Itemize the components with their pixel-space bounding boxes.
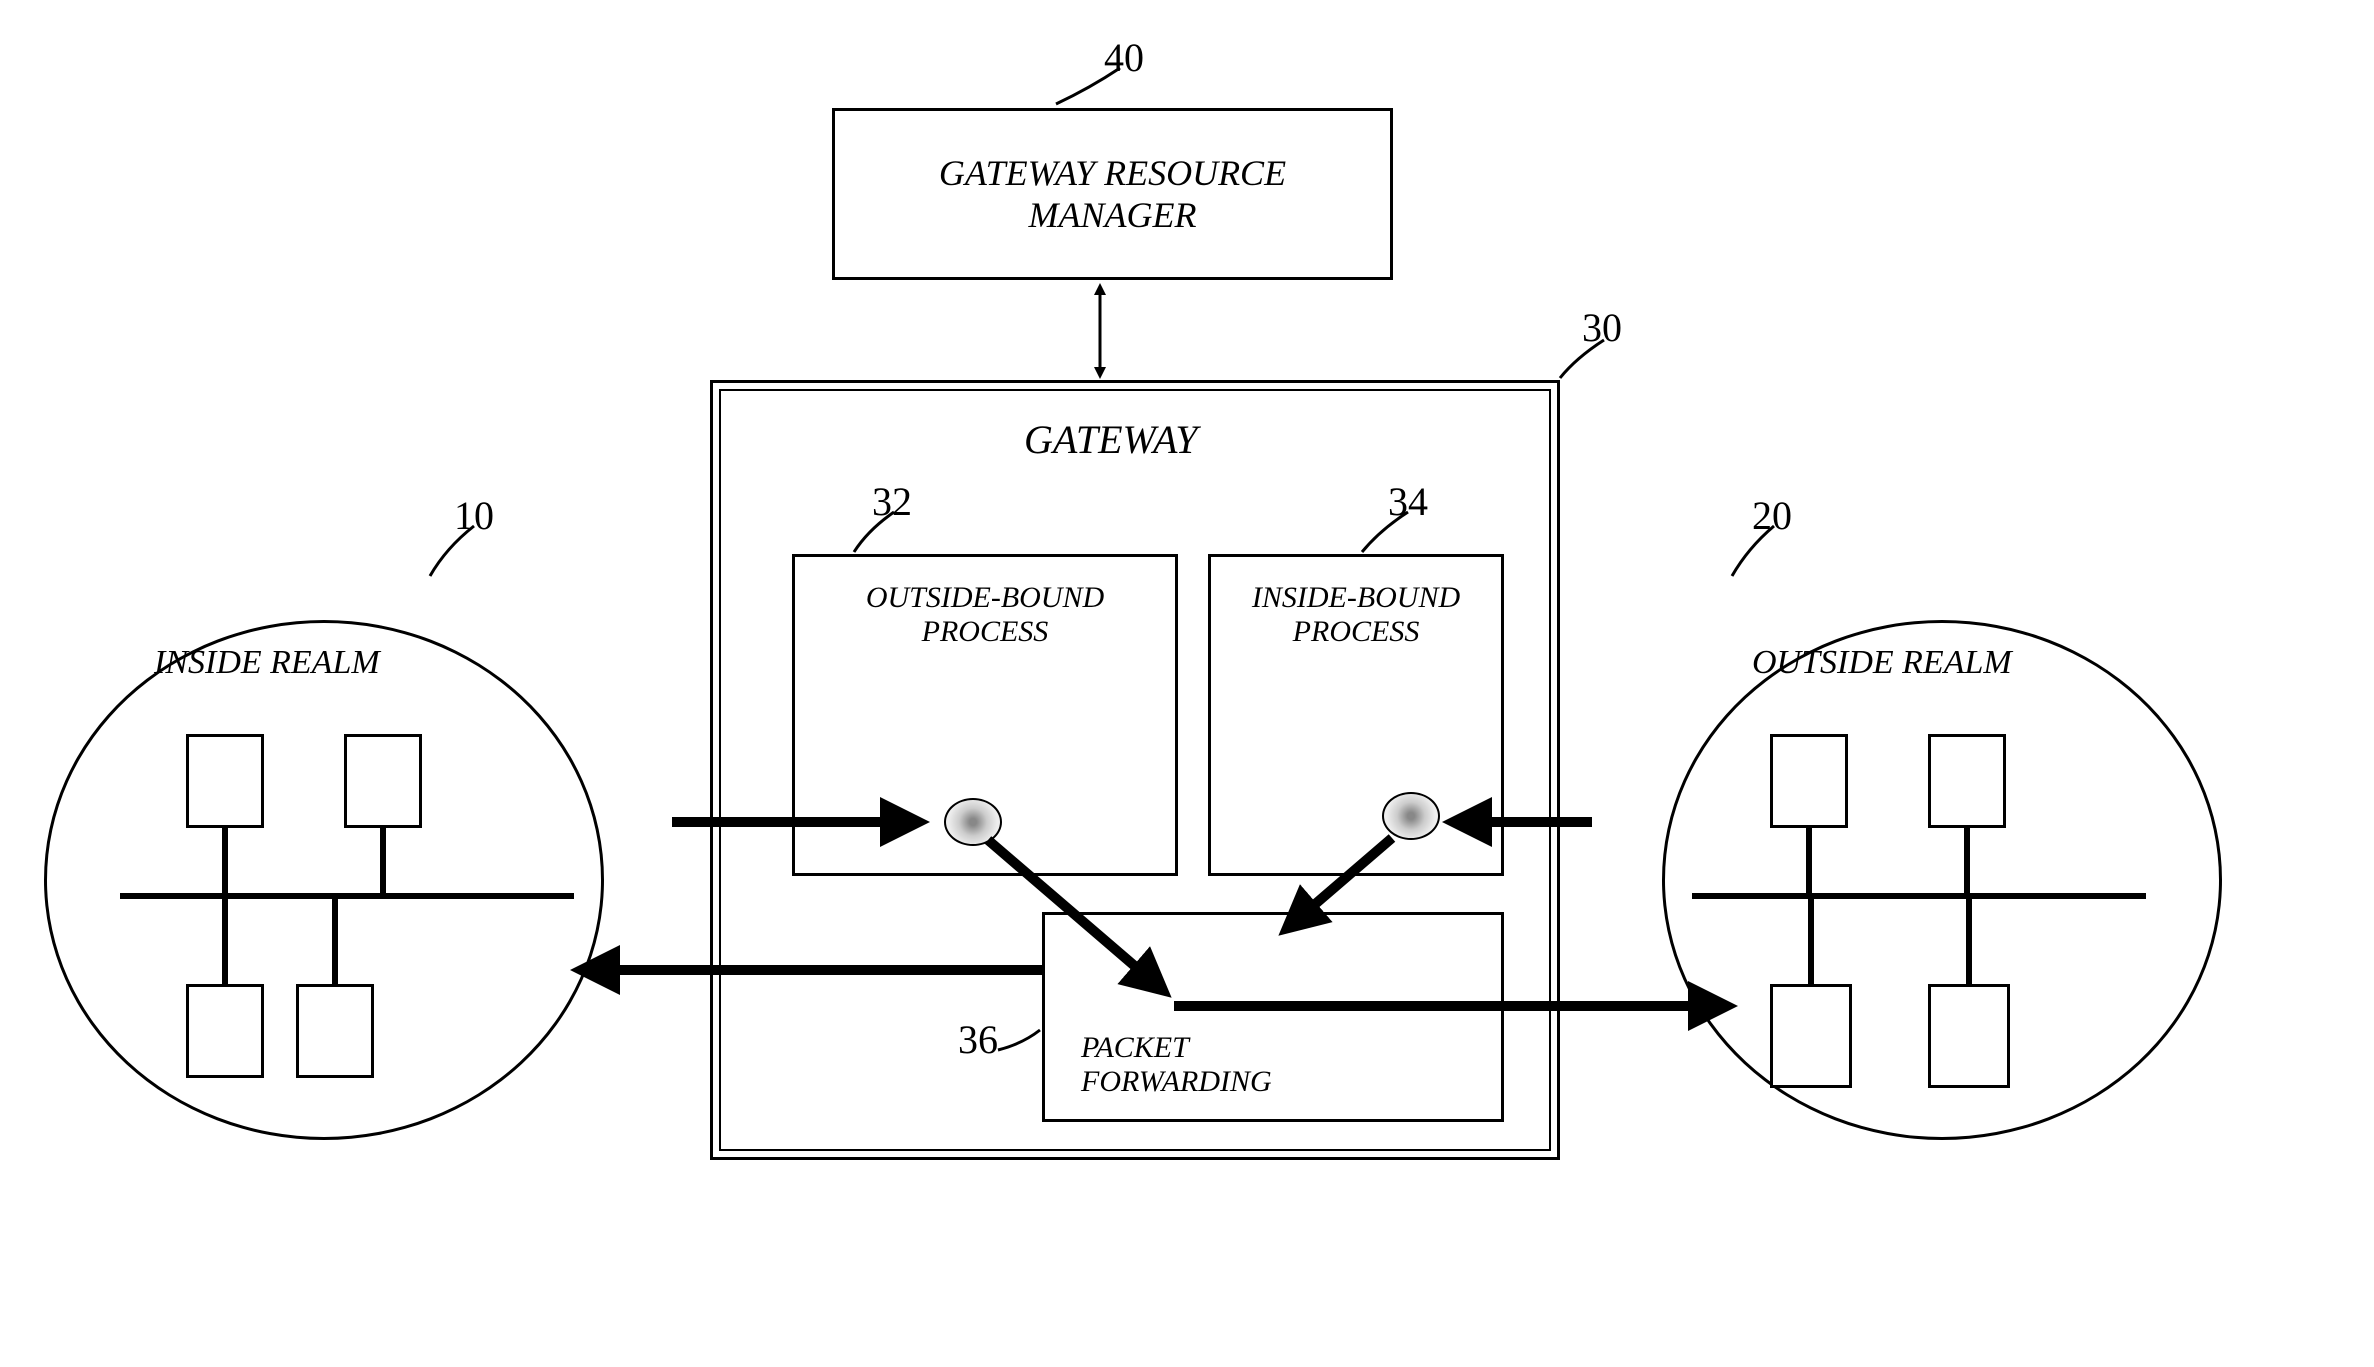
inside-stub-2 <box>380 828 386 896</box>
packet-forwarding-label-1: PACKET <box>1081 1031 1272 1065</box>
ref-20: 20 <box>1752 492 1792 539</box>
inside-bus <box>120 893 574 899</box>
inside-node-4 <box>296 984 374 1078</box>
outside-realm-title: OUTSIDE REALM <box>1752 644 2012 682</box>
outside-stub-2 <box>1964 828 1970 896</box>
resource-manager-box: GATEWAY RESOURCE MANAGER <box>832 108 1393 280</box>
inside-stub-1 <box>222 828 228 896</box>
outside-stub-3 <box>1808 896 1814 986</box>
ref-10: 10 <box>454 492 494 539</box>
inside-stub-3 <box>222 896 228 986</box>
resource-manager-label-2: MANAGER <box>939 194 1286 236</box>
inside-node-1 <box>186 734 264 828</box>
outside-bound-label-2: PROCESS <box>866 615 1104 649</box>
resource-manager-label-1: GATEWAY RESOURCE <box>939 152 1286 194</box>
socket-right <box>1382 792 1440 840</box>
outside-stub-1 <box>1806 828 1812 896</box>
packet-forwarding-box: PACKET FORWARDING <box>1042 912 1504 1122</box>
socket-left <box>944 798 1002 846</box>
outside-node-1 <box>1770 734 1848 828</box>
inside-bound-label-1: INSIDE-BOUND <box>1252 581 1460 615</box>
inside-node-3 <box>186 984 264 1078</box>
packet-forwarding-label-2: FORWARDING <box>1081 1065 1272 1099</box>
ref-40: 40 <box>1104 34 1144 81</box>
outside-node-3 <box>1770 984 1852 1088</box>
ref-34: 34 <box>1388 478 1428 525</box>
outside-node-2 <box>1928 734 2006 828</box>
inside-realm-title: INSIDE REALM <box>154 644 380 682</box>
outside-node-4 <box>1928 984 2010 1088</box>
outside-bound-label-1: OUTSIDE-BOUND <box>866 581 1104 615</box>
gateway-title: GATEWAY <box>1024 416 1198 463</box>
ref-36: 36 <box>958 1016 998 1063</box>
ref-30: 30 <box>1582 304 1622 351</box>
inside-node-2 <box>344 734 422 828</box>
outside-bus <box>1692 893 2146 899</box>
inside-bound-box: INSIDE-BOUND PROCESS <box>1208 554 1504 876</box>
outside-stub-4 <box>1966 896 1972 986</box>
inside-stub-4 <box>332 896 338 986</box>
ref-32: 32 <box>872 478 912 525</box>
inside-bound-label-2: PROCESS <box>1252 615 1460 649</box>
